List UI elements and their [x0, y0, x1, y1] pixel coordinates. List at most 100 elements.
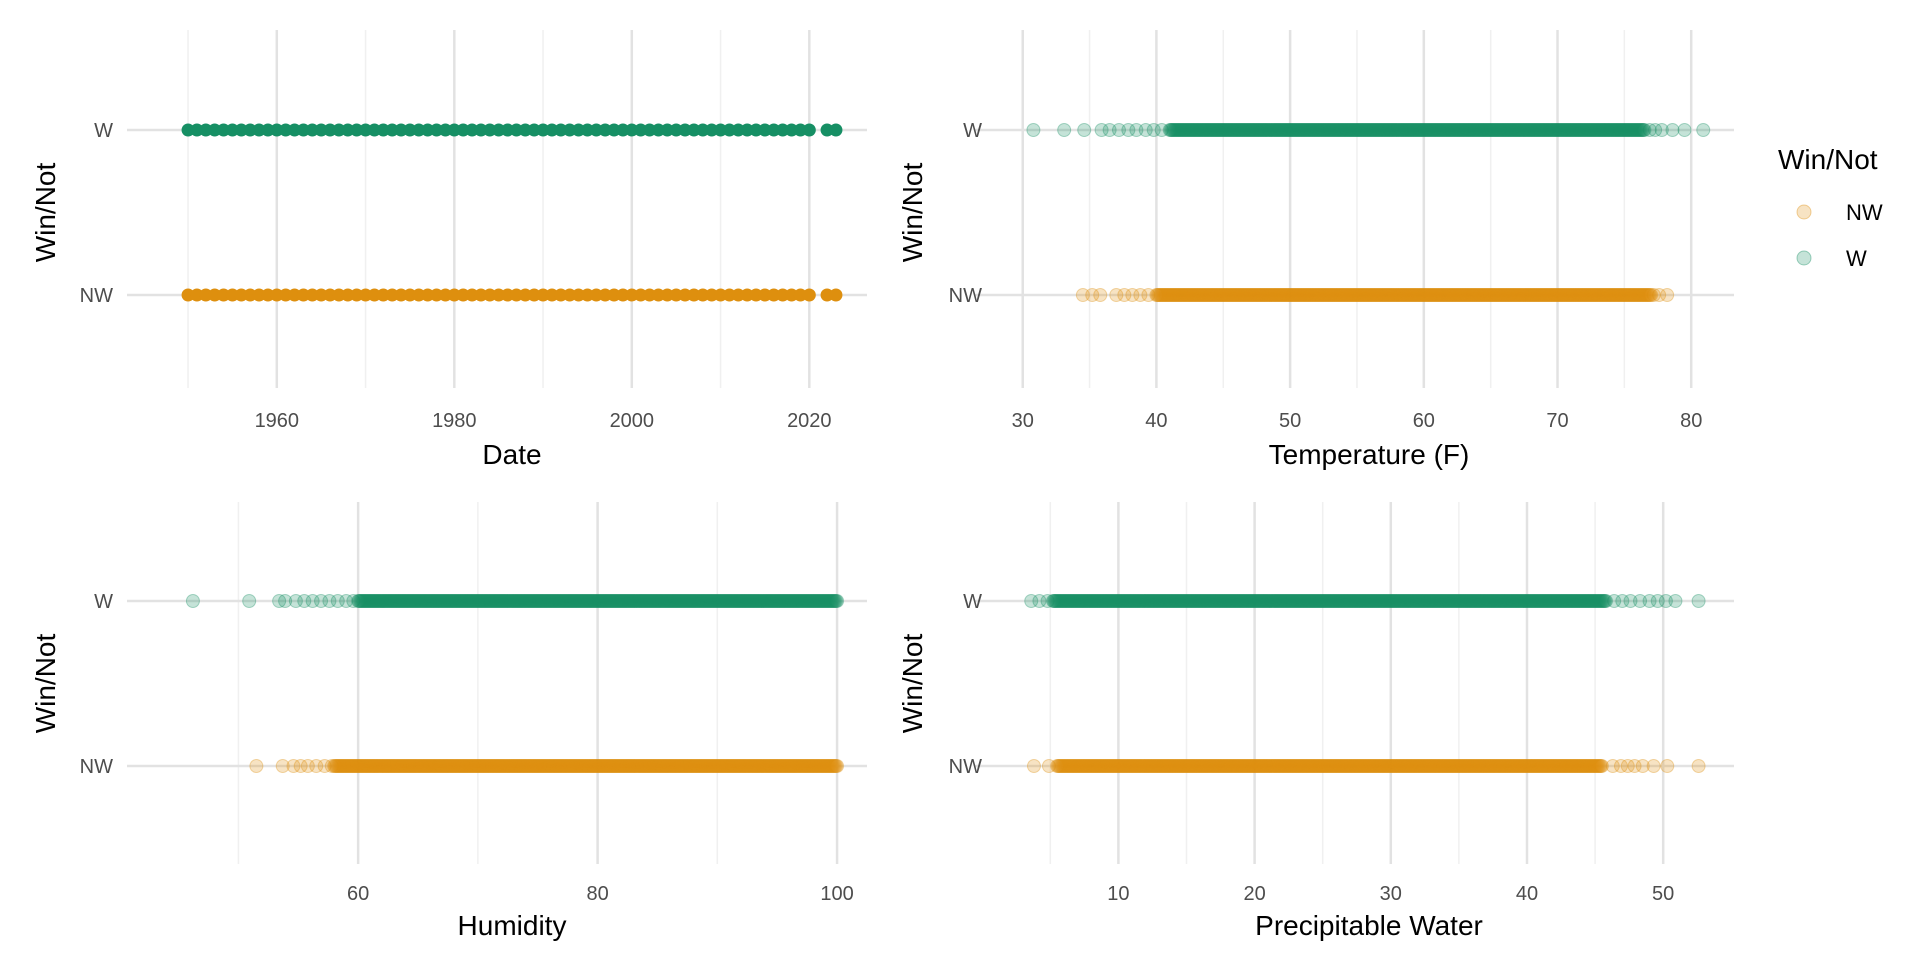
- point-w: [1040, 594, 1055, 608]
- point-nw: [1585, 288, 1600, 302]
- point-nw: [1411, 288, 1426, 302]
- point-nw: [1351, 288, 1366, 302]
- point-nw: [1386, 288, 1401, 302]
- point-nw: [1646, 759, 1661, 773]
- point-nw: [1520, 288, 1535, 302]
- point-nw: [1427, 288, 1442, 302]
- panel-1: 1960 1980 2000 2020 NW W Date Win/Not: [30, 30, 867, 470]
- point-nw: [1499, 288, 1514, 302]
- point-nw: [1443, 288, 1458, 302]
- point-nw: [1333, 288, 1348, 302]
- point-nw: [1172, 288, 1187, 302]
- point-nw: [1471, 288, 1486, 302]
- point-nw: [1469, 288, 1484, 302]
- point-nw: [1218, 288, 1233, 302]
- point-nw: [1574, 288, 1589, 302]
- point-w: [346, 594, 361, 608]
- point-nw: [1531, 288, 1546, 302]
- point-nw: [1374, 288, 1389, 302]
- y-axis-title: Win/Not: [30, 633, 61, 733]
- point-nw: [1466, 288, 1481, 302]
- point-nw: [1395, 288, 1410, 302]
- point-nw: [1289, 288, 1304, 302]
- point-nw: [1165, 288, 1180, 302]
- point-nw: [1555, 288, 1570, 302]
- point-nw: [1495, 288, 1510, 302]
- point-w: [1162, 123, 1177, 137]
- point-nw: [1193, 288, 1208, 302]
- point-nw: [1160, 288, 1175, 302]
- point-nw: [1519, 288, 1534, 302]
- point-nw: [1158, 288, 1173, 302]
- point-nw: [1408, 288, 1423, 302]
- point-nw: [1517, 288, 1532, 302]
- point-nw: [1356, 288, 1371, 302]
- x-tick-label: 40: [1145, 410, 1167, 432]
- point-nw: [1383, 288, 1398, 302]
- point-nw: [1344, 288, 1359, 302]
- point-nw: [1563, 288, 1578, 302]
- point-nw: [1391, 288, 1406, 302]
- point-nw: [1591, 288, 1606, 302]
- point-nw: [1613, 288, 1628, 302]
- point-nw: [1456, 288, 1471, 302]
- point-nw: [1347, 288, 1362, 302]
- point-nw: [1626, 288, 1641, 302]
- point-nw: [1530, 288, 1545, 302]
- point-nw: [1373, 288, 1388, 302]
- x-tick-label: 80: [586, 883, 608, 905]
- point-nw: [1093, 288, 1108, 302]
- x-tick-label: 60: [1413, 410, 1435, 432]
- x-tick-label: 50: [1279, 410, 1301, 432]
- legend-label-w: W: [1846, 246, 1867, 271]
- point-nw: [1247, 288, 1262, 302]
- point-nw: [1243, 288, 1258, 302]
- point-nw: [1603, 288, 1618, 302]
- point-nw: [1533, 288, 1548, 302]
- point-nw: [1602, 288, 1617, 302]
- point-nw: [1168, 288, 1183, 302]
- point-nw: [1381, 288, 1396, 302]
- x-axis-title: Temperature (F): [1269, 439, 1470, 470]
- point-nw: [1322, 288, 1337, 302]
- point-nw: [1612, 288, 1627, 302]
- point-nw: [1156, 288, 1171, 302]
- point-w: [1165, 123, 1180, 137]
- point-w: [1163, 123, 1178, 137]
- point-nw: [1528, 288, 1543, 302]
- point-nw: [1442, 288, 1457, 302]
- point-nw: [1417, 288, 1432, 302]
- point-nw: [1196, 288, 1211, 302]
- point-nw: [1183, 288, 1198, 302]
- point-nw: [1280, 288, 1295, 302]
- point-nw: [1188, 288, 1203, 302]
- point-nw: [1376, 288, 1391, 302]
- point-nw: [1380, 288, 1395, 302]
- point-nw: [1588, 288, 1603, 302]
- point-nw: [1429, 288, 1444, 302]
- point-nw: [1501, 288, 1516, 302]
- point-nw: [1190, 288, 1205, 302]
- point-nw: [1310, 288, 1325, 302]
- point-nw: [1117, 288, 1132, 302]
- point-nw: [1493, 288, 1508, 302]
- point-nw: [1353, 288, 1368, 302]
- legend-key-w: [1796, 250, 1812, 266]
- point-nw: [1335, 288, 1350, 302]
- point-nw: [1189, 288, 1204, 302]
- point-nw: [1340, 288, 1355, 302]
- point-nw: [1152, 288, 1167, 302]
- y-tick-label-nw: NW: [80, 285, 113, 307]
- point-nw: [1559, 288, 1574, 302]
- point-nw: [1610, 288, 1625, 302]
- point-nw: [1385, 288, 1400, 302]
- point-nw: [1448, 288, 1463, 302]
- point-nw: [1162, 288, 1177, 302]
- point-nw: [1361, 288, 1376, 302]
- point-nw: [1539, 288, 1554, 302]
- point-nw: [1504, 288, 1519, 302]
- point-nw: [1265, 288, 1280, 302]
- series-nw: [1026, 759, 1706, 773]
- point-nw: [1635, 288, 1650, 302]
- point-nw: [1577, 288, 1592, 302]
